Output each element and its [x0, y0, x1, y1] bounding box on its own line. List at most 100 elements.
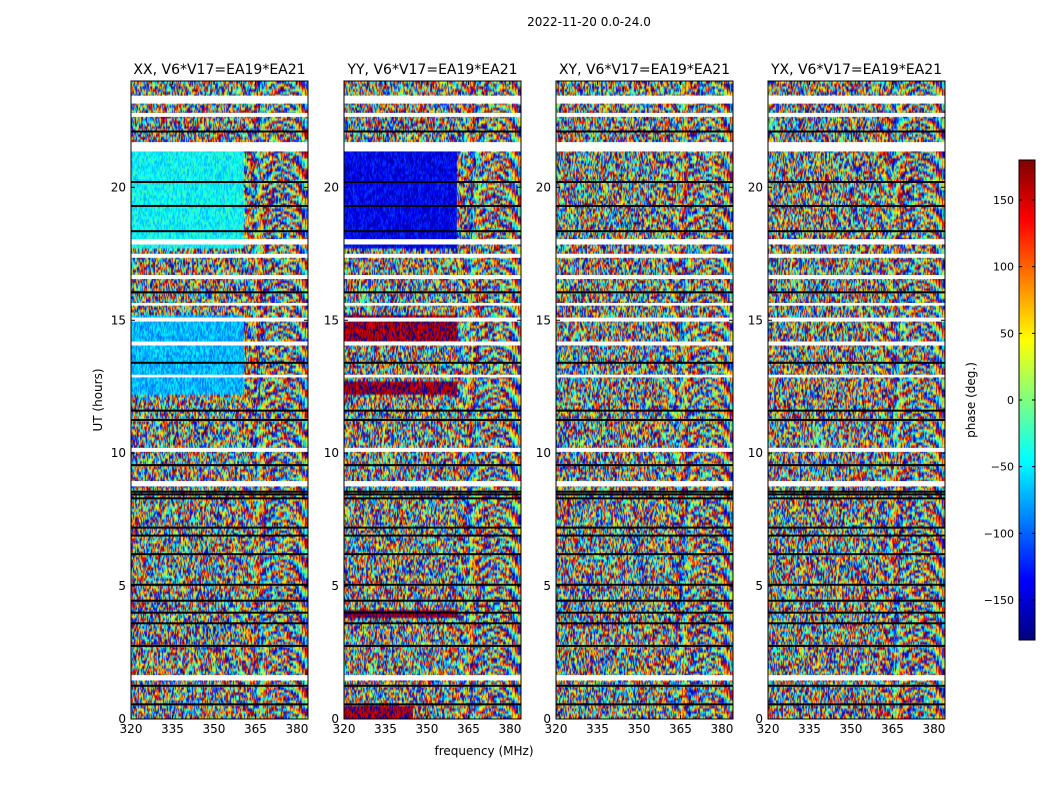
- scan-boundary: [131, 204, 308, 207]
- scan-boundary: [344, 526, 521, 529]
- scan-boundary: [131, 464, 308, 467]
- flagged-gap: [131, 302, 308, 306]
- flagged-gap: [768, 374, 945, 378]
- flagged-gap: [768, 675, 945, 681]
- scan-boundary: [131, 526, 308, 529]
- scan-boundary: [131, 599, 308, 602]
- scan-boundary: [768, 361, 945, 364]
- scan-boundary: [344, 703, 521, 706]
- y-tick-label: 0: [755, 712, 763, 726]
- x-tick-label: 380: [498, 722, 521, 736]
- scan-boundary: [768, 534, 945, 537]
- flagged-gap: [768, 142, 945, 152]
- scan-boundary: [344, 644, 521, 647]
- scan-boundary: [556, 130, 733, 133]
- colorbar-tick-label: −150: [984, 594, 1014, 607]
- panel-title: YY, V6*V17=EA19*EA21: [346, 62, 517, 78]
- panel-xy: XY, V6*V17=EA19*EA21 320 335 350 365 380 0 5 10 1…: [536, 62, 734, 736]
- flagged-gap: [344, 447, 521, 452]
- flagged-gap: [556, 374, 733, 378]
- scan-boundary: [768, 418, 945, 421]
- axes-frame: [343, 80, 522, 720]
- scan-boundary: [556, 361, 733, 364]
- scan-boundary: [768, 526, 945, 529]
- scan-boundary: [768, 291, 945, 294]
- x-tick-label: 335: [161, 722, 184, 736]
- flagged-gap: [344, 302, 521, 306]
- scan-boundary: [556, 204, 733, 207]
- scan-boundary: [344, 553, 521, 556]
- x-tick-label: 320: [333, 722, 356, 736]
- scan-boundary: [131, 418, 308, 421]
- scan-boundary: [131, 230, 308, 233]
- y-tick-label: 5: [331, 579, 339, 593]
- scan-boundary: [344, 204, 521, 207]
- scan-boundary: [768, 684, 945, 687]
- x-tick-label: 380: [285, 722, 308, 736]
- flagged-gap: [131, 112, 308, 117]
- flagged-gap: [131, 447, 308, 452]
- y-tick-label: 5: [118, 579, 126, 593]
- x-tick-label: 380: [710, 722, 733, 736]
- colorbar-tick-label: 0: [1007, 394, 1014, 407]
- x-tick-label: 320: [120, 722, 143, 736]
- scan-boundary: [131, 361, 308, 364]
- scan-boundary: [131, 130, 308, 133]
- y-tick-label: 20: [748, 180, 763, 194]
- flagged-gap: [768, 481, 945, 487]
- axes-frame: [130, 80, 309, 720]
- flagged-gap: [556, 302, 733, 306]
- scan-boundary: [131, 490, 308, 493]
- scan-boundary: [768, 181, 945, 184]
- scan-boundary: [344, 361, 521, 364]
- panel-title: XX, V6*V17=EA19*EA21: [133, 62, 305, 78]
- flagged-gap: [768, 317, 945, 322]
- flagged-gap: [344, 675, 521, 681]
- panel-yx: YX, V6*V17=EA19*EA21 320 335 350 365 380 0 5 10 1…: [748, 62, 946, 736]
- scan-boundary: [131, 622, 308, 625]
- panel-xx: XX, V6*V17=EA19*EA21 320 335 350 365 380 0 5 10 1…: [111, 62, 309, 736]
- flagged-gap: [131, 317, 308, 322]
- scan-boundary: [768, 583, 945, 586]
- flagged-gap: [344, 95, 521, 104]
- colorbar-tick-label: −100: [984, 527, 1014, 540]
- scan-boundary: [556, 230, 733, 233]
- flagged-gap: [344, 275, 521, 280]
- panel-title: YX, V6*V17=EA19*EA21: [770, 62, 942, 78]
- y-tick-label: 15: [536, 313, 551, 327]
- flagged-gap: [556, 447, 733, 452]
- y-tick-label: 0: [118, 712, 126, 726]
- flagged-gap: [131, 95, 308, 104]
- flagged-gap: [131, 374, 308, 378]
- scan-boundary: [556, 611, 733, 614]
- y-tick-label: 10: [536, 446, 551, 460]
- y-tick-label: 20: [536, 180, 551, 194]
- x-tick-label: 350: [628, 722, 651, 736]
- y-tick-label: 20: [324, 180, 339, 194]
- y-tick-label: 5: [755, 579, 763, 593]
- y-tick-label: 0: [543, 712, 551, 726]
- scan-boundary: [768, 703, 945, 706]
- colorbar-label: phase (deg.): [964, 362, 978, 438]
- flagged-gap: [556, 481, 733, 487]
- flagged-gap: [131, 675, 308, 681]
- scan-boundary: [768, 409, 945, 412]
- colorbar: −150 −100 −50 0 50 100 150: [984, 159, 1036, 641]
- flagged-gap: [344, 142, 521, 152]
- scan-boundary: [344, 599, 521, 602]
- colorbar-tick-label: −50: [991, 461, 1014, 474]
- flagged-gap: [131, 341, 308, 346]
- flagged-gap: [556, 239, 733, 245]
- y-tick-label: 15: [748, 313, 763, 327]
- scan-boundary: [344, 291, 521, 294]
- x-tick-label: 335: [374, 722, 397, 736]
- scan-boundary: [131, 409, 308, 412]
- scan-boundary: [344, 497, 521, 500]
- scan-boundary: [344, 464, 521, 467]
- scan-boundary: [344, 534, 521, 537]
- flagged-gap: [556, 341, 733, 346]
- axes-frame: [767, 80, 946, 720]
- y-tick-label: 15: [111, 313, 126, 327]
- flagged-gap: [131, 142, 308, 152]
